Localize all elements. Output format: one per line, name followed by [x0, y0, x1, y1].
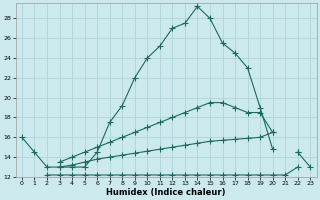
X-axis label: Humidex (Indice chaleur): Humidex (Indice chaleur) [106, 188, 226, 197]
